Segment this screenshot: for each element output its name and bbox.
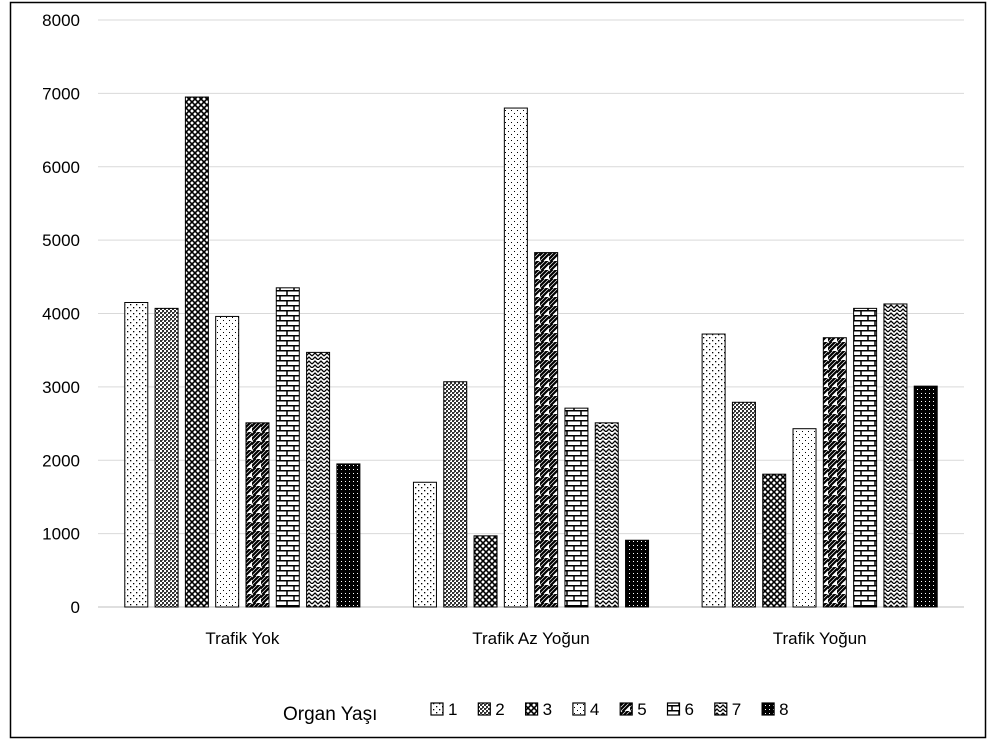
bar-series-3-0 xyxy=(185,97,208,607)
bar-series-4-1 xyxy=(504,108,527,607)
bar-series-6-0 xyxy=(276,288,299,607)
y-axis-tick-labels: 0 1000 2000 3000 4000 5000 6000 7000 8000 xyxy=(42,11,80,617)
bar-series-5-1 xyxy=(535,253,558,607)
y-tick-label: 3000 xyxy=(42,378,80,397)
legend-label-6: 6 xyxy=(685,700,694,719)
bar-series-8-1 xyxy=(626,540,649,607)
bar-series-3-1 xyxy=(474,536,497,607)
y-tick-label: 0 xyxy=(71,598,80,617)
bar-series-7-1 xyxy=(595,423,618,607)
bar-series-1-2 xyxy=(702,334,725,607)
y-tick-label: 6000 xyxy=(42,158,80,177)
legend-swatch-8 xyxy=(762,703,774,715)
legend-label-8: 8 xyxy=(779,700,788,719)
y-tick-label: 4000 xyxy=(42,305,80,324)
legend-swatch-2 xyxy=(478,703,490,715)
y-tick-label: 2000 xyxy=(42,451,80,470)
bar-series-1-0 xyxy=(125,302,148,607)
bar-series-2-2 xyxy=(732,402,755,607)
x-category-label: Trafik Az Yoğun xyxy=(472,629,590,648)
legend-title: Organ Yaşı xyxy=(283,704,377,725)
bar-series-6-2 xyxy=(854,308,877,607)
legend-label-1: 1 xyxy=(448,700,457,719)
legend-label-2: 2 xyxy=(495,700,504,719)
bar-series-4-2 xyxy=(793,429,816,607)
bar-series-5-0 xyxy=(246,423,269,607)
x-category-label: Trafik Yok xyxy=(205,629,280,648)
bar-series-7-0 xyxy=(307,352,330,607)
legend-label-7: 7 xyxy=(732,700,741,719)
legend-label-4: 4 xyxy=(590,700,599,719)
legend-label-5: 5 xyxy=(637,700,646,719)
legend-swatch-4 xyxy=(573,703,585,715)
legend-swatch-3 xyxy=(526,703,538,715)
legend-swatch-5 xyxy=(620,703,632,715)
legend-label-3: 3 xyxy=(543,700,552,719)
legend-swatch-1 xyxy=(431,703,443,715)
bar-series-5-2 xyxy=(823,338,846,607)
y-tick-label: 1000 xyxy=(42,525,80,544)
x-category-label: Trafik Yoğun xyxy=(773,629,867,648)
bar-series-4-0 xyxy=(216,316,239,607)
bar-series-1-1 xyxy=(413,482,436,607)
bar-series-3-2 xyxy=(763,474,786,607)
legend-swatch-6 xyxy=(668,703,680,715)
bar-series-2-1 xyxy=(444,382,467,607)
legend-swatch-7 xyxy=(715,703,727,715)
y-tick-label: 8000 xyxy=(42,11,80,30)
bar-series-8-2 xyxy=(914,386,937,607)
y-tick-label: 5000 xyxy=(42,231,80,250)
bar-series-2-0 xyxy=(155,308,178,607)
bar-series-6-1 xyxy=(565,408,588,607)
bar-series-8-0 xyxy=(337,464,360,607)
bar-series-7-2 xyxy=(884,304,907,607)
y-tick-label: 7000 xyxy=(42,84,80,103)
